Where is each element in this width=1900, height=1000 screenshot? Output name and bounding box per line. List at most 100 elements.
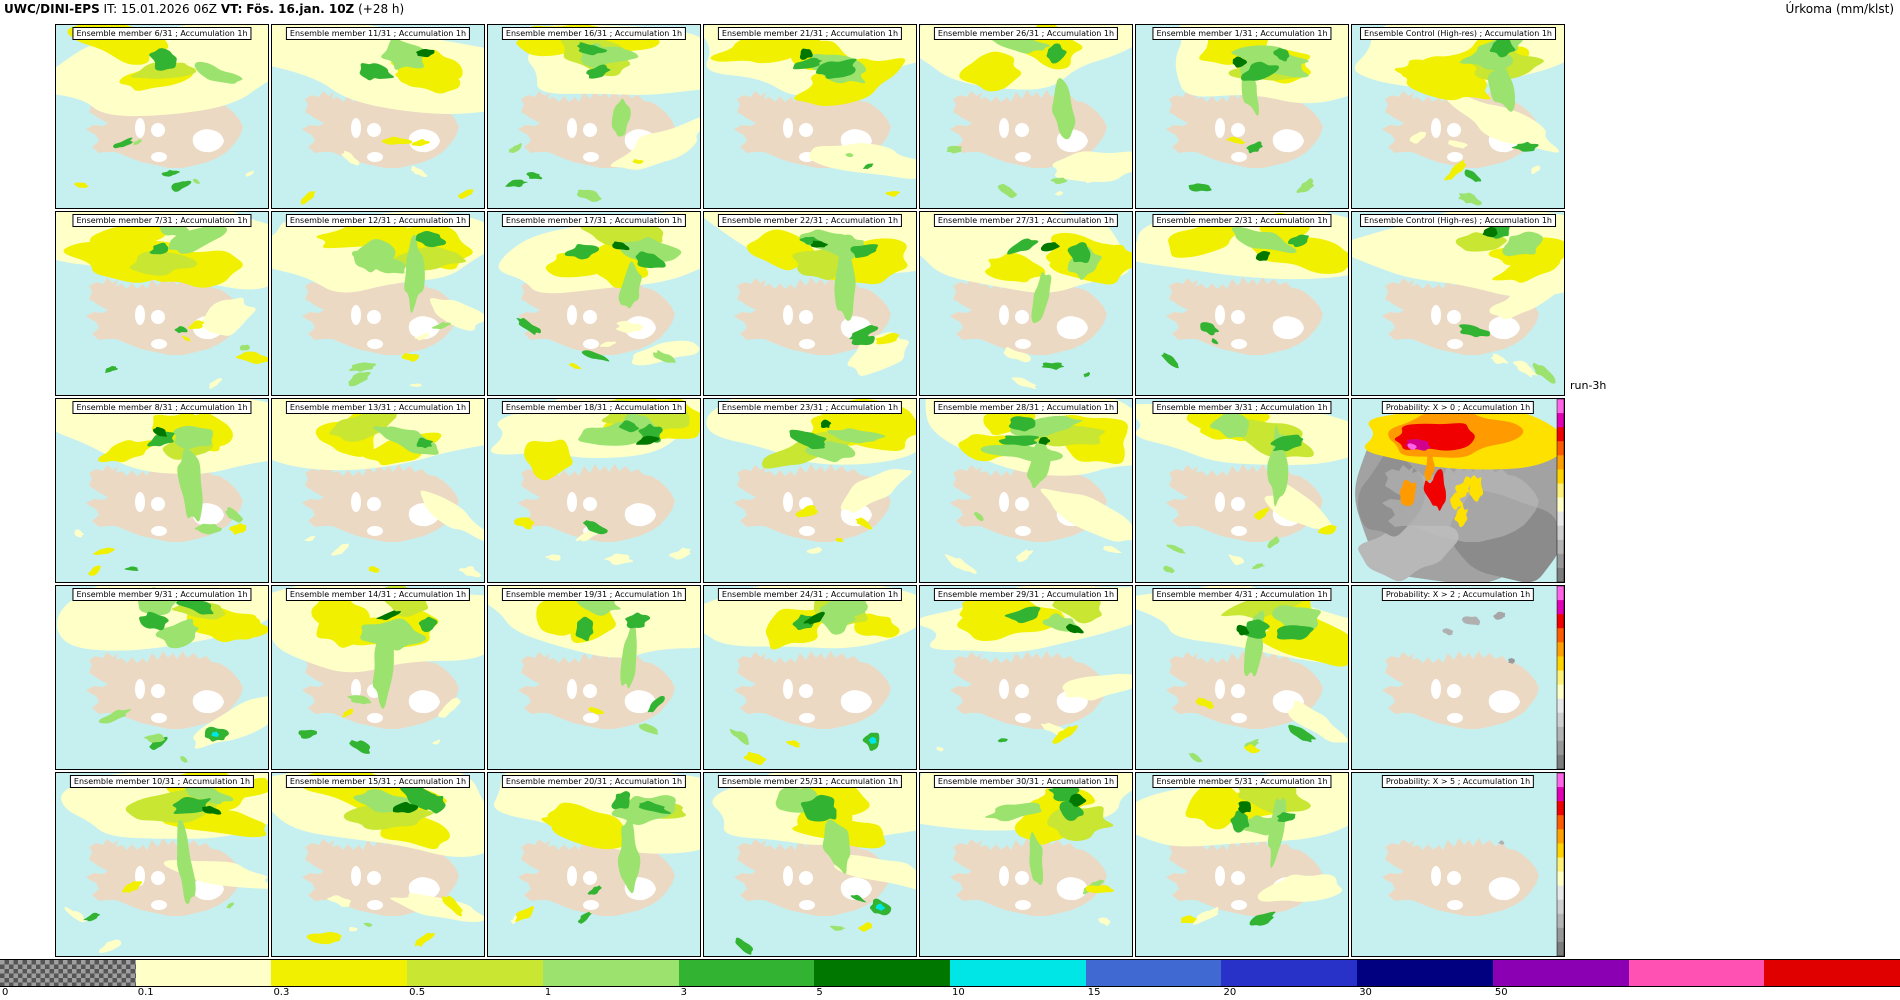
panel-title: Probability: X > 0 ; Accumulation 1h [1381,401,1535,414]
panel-title: Ensemble member 10/31 ; Accumulation 1h [69,775,255,788]
panel-title: Ensemble member 20/31 ; Accumulation 1h [501,775,687,788]
map-panel-5-1: Ensemble member 10/31 ; Accumulation 1h [55,772,269,957]
ensemble-member-map [56,586,268,769]
probability-map [1352,586,1564,769]
ensemble-member-map [704,25,916,208]
panel-title: Probability: X > 2 ; Accumulation 1h [1381,588,1535,601]
ensemble-member-map [920,586,1132,769]
panel-title: Ensemble member 24/31 ; Accumulation 1h [717,588,903,601]
map-panel-3-7: Probability: X > 0 ; Accumulation 1h [1351,398,1565,583]
map-panel-1-5: Ensemble member 26/31 ; Accumulation 1h [919,24,1133,209]
colorbar-label: 10 [952,987,965,998]
map-panel-4-7: Probability: X > 2 ; Accumulation 1h [1351,585,1565,770]
map-panel-3-4: Ensemble member 23/31 ; Accumulation 1h [703,398,917,583]
panel-title: Ensemble member 23/31 ; Accumulation 1h [717,401,903,414]
ensemble-member-map [920,773,1132,956]
map-panel-3-6: Ensemble member 3/31 ; Accumulation 1h [1135,398,1349,583]
ensemble-member-map [272,773,484,956]
probability-map [1352,773,1564,956]
colorbar-label: 15 [1087,987,1101,998]
map-panel-5-5: Ensemble member 30/31 ; Accumulation 1h [919,772,1133,957]
panel-title: Ensemble member 25/31 ; Accumulation 1h [717,775,903,788]
map-panel-4-4: Ensemble member 24/31 ; Accumulation 1h [703,585,917,770]
ensemble-member-map [1136,586,1348,769]
colorbar-segment [1764,960,1900,986]
map-panel-5-3: Ensemble member 20/31 ; Accumulation 1h [487,772,701,957]
run-info: UWC/DINI-EPS IT: 15.01.2026 06Z VT: Fös.… [4,0,404,18]
panel-title: Ensemble member 17/31 ; Accumulation 1h [501,214,687,227]
colorbar-label: 0.3 [273,987,290,998]
map-panel-2-3: Ensemble member 17/31 ; Accumulation 1h [487,211,701,396]
ensemble-member-map [488,25,700,208]
ensemble-member-map [704,586,916,769]
init-time-value: 15.01.2026 06Z [120,2,217,16]
map-panel-2-4: Ensemble member 22/31 ; Accumulation 1h [703,211,917,396]
map-panel-1-6: Ensemble member 1/31 ; Accumulation 1h [1135,24,1349,209]
precip-colorbar: 0 0.1 0.3 0.5 1 3 5 10 15 20 30 50 [0,959,1900,998]
panel-title: Ensemble member 9/31 ; Accumulation 1h [72,588,252,601]
ensemble-member-map [1136,773,1348,956]
panel-title: Ensemble member 11/31 ; Accumulation 1h [285,27,471,40]
map-panel-3-1: Ensemble member 8/31 ; Accumulation 1h [55,398,269,583]
colorbar-segment: 5 [814,960,951,998]
map-panel-2-1: Ensemble member 7/31 ; Accumulation 1h [55,211,269,396]
panel-title: Ensemble member 8/31 ; Accumulation 1h [72,401,252,414]
panel-title: Ensemble member 19/31 ; Accumulation 1h [501,588,687,601]
ensemble-member-map [56,25,268,208]
control-map [1352,212,1564,395]
map-panel-2-6: Ensemble member 2/31 ; Accumulation 1h [1135,211,1349,396]
colorbar-segment: 20 [1221,960,1358,998]
colorbar-label: 3 [680,987,687,998]
panel-title: Ensemble member 16/31 ; Accumulation 1h [501,27,687,40]
ensemble-member-map [272,25,484,208]
map-panel-4-5: Ensemble member 29/31 ; Accumulation 1h [919,585,1133,770]
ensemble-member-map [704,212,916,395]
map-panel-5-4: Ensemble member 25/31 ; Accumulation 1h [703,772,917,957]
ensemble-member-map [272,586,484,769]
ensemble-member-map [704,399,916,582]
panel-title: Ensemble member 2/31 ; Accumulation 1h [1152,214,1332,227]
panel-title: Ensemble member 6/31 ; Accumulation 1h [72,27,252,40]
colorbar-label: 5 [816,987,823,998]
colorbar-label: 0 [2,987,9,998]
map-panel-4-2: Ensemble member 14/31 ; Accumulation 1h [271,585,485,770]
ensemble-member-map [1136,25,1348,208]
panel-title: Ensemble Control (High-res) ; Accumulati… [1360,214,1556,227]
panel-title: Ensemble member 29/31 ; Accumulation 1h [933,588,1119,601]
panel-title: Probability: X > 5 ; Accumulation 1h [1381,775,1535,788]
colorbar-segment: 30 [1357,960,1493,998]
map-panel-4-6: Ensemble member 4/31 ; Accumulation 1h [1135,585,1349,770]
panel-title: Ensemble member 30/31 ; Accumulation 1h [933,775,1119,788]
colorbar-label: 1 [544,987,552,998]
colorbar-segment: 10 [950,960,1086,998]
ensemble-member-map [272,399,484,582]
lead-time: (+28 h) [358,2,405,16]
panel-title: Ensemble member 18/31 ; Accumulation 1h [501,401,687,414]
panel-title: Ensemble member 15/31 ; Accumulation 1h [285,775,471,788]
panel-grid: Ensemble member 6/31 ; Accumulation 1h En… [55,24,1621,960]
valid-time-label: VT: [220,2,243,16]
ensemble-member-map [1136,212,1348,395]
ensemble-member-map [488,399,700,582]
panel-title: Ensemble member 5/31 ; Accumulation 1h [1152,775,1332,788]
map-panel-3-3: Ensemble member 18/31 ; Accumulation 1h [487,398,701,583]
ensemble-member-map [920,212,1132,395]
colorbar-segment [1628,960,1765,986]
ensemble-member-map [56,773,268,956]
panel-title: Ensemble member 14/31 ; Accumulation 1h [285,588,471,601]
colorbar-segment: 0.5 [407,960,543,998]
map-panel-1-7: Ensemble Control (High-res) ; Accumulati… [1351,24,1565,209]
panel-title: Ensemble member 1/31 ; Accumulation 1h [1152,27,1332,40]
ensemble-member-map [920,399,1132,582]
colorbar-label: 30 [1359,987,1372,998]
ensemble-member-map [488,212,700,395]
map-panel-2-7: Ensemble Control (High-res) ; Accumulati… [1351,211,1565,396]
colorbar-segment: 3 [678,960,815,998]
colorbar-segment: 15 [1085,960,1222,998]
panel-title: Ensemble member 28/31 ; Accumulation 1h [933,401,1119,414]
panel-title: Ensemble member 22/31 ; Accumulation 1h [717,214,903,227]
colorbar-label: 0.1 [137,987,154,998]
panel-title: Ensemble member 27/31 ; Accumulation 1h [933,214,1119,227]
map-panel-5-2: Ensemble member 15/31 ; Accumulation 1h [271,772,485,957]
map-panel-4-1: Ensemble member 9/31 ; Accumulation 1h [55,585,269,770]
